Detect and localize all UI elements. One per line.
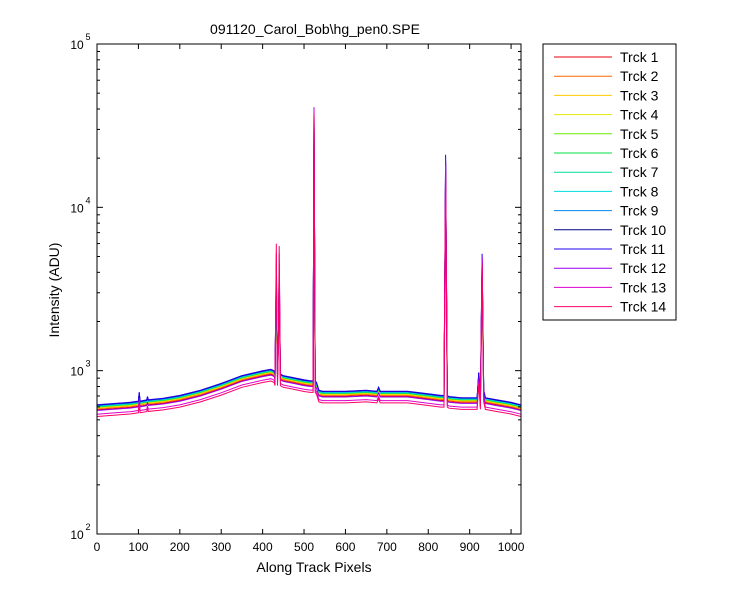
x-axis: 0 100 200 300 400 500 600 700 800 900 1000	[94, 44, 525, 554]
legend-item: Trck 9	[554, 203, 659, 219]
legend-label: Trck 10	[620, 222, 666, 238]
legend-label: Trck 7	[620, 164, 659, 180]
legend-label: Trck 8	[620, 183, 659, 199]
legend-item: Trck 10	[554, 222, 666, 238]
x-tick-label: 100	[128, 540, 148, 554]
x-tick-label: 1000	[498, 540, 525, 554]
chart-title: 091120_Carol_Bob\hg_pen0.SPE	[210, 21, 420, 37]
x-tick-label: 0	[94, 540, 101, 554]
x-tick-label: 300	[211, 540, 231, 554]
legend-item: Trck 5	[554, 126, 659, 142]
x-tick-label: 600	[335, 540, 355, 554]
x-tick-label: 700	[377, 540, 397, 554]
plot-frame	[96, 43, 522, 535]
x-tick-label: 900	[460, 540, 480, 554]
legend-item: Trck 11	[554, 241, 665, 257]
legend-label: Trck 6	[620, 145, 659, 161]
legend-item: Trck 13	[554, 279, 666, 295]
x-tick-label: 500	[294, 540, 314, 554]
legend-item: Trck 14	[554, 299, 666, 315]
y-axis-label: Intensity (ADU)	[46, 243, 62, 338]
x-axis-label: Along Track Pixels	[256, 559, 371, 575]
legend-item: Trck 3	[554, 87, 659, 103]
x-tick-label: 200	[170, 540, 190, 554]
legend-label: Trck 1	[620, 49, 659, 65]
legend-box	[542, 43, 677, 321]
legend-label: Trck 9	[620, 203, 659, 219]
y-tick-label: 10	[70, 201, 84, 215]
series-line-14	[96, 114, 522, 417]
y-tick-exponent: 3	[85, 359, 90, 369]
y-tick-exponent: 5	[85, 32, 90, 42]
legend-label: Trck 4	[620, 107, 659, 123]
legend-item: Trck 7	[554, 164, 659, 180]
legend-label: Trck 13	[620, 279, 666, 295]
legend-label: Trck 11	[620, 241, 665, 257]
y-tick-exponent: 4	[85, 195, 90, 205]
legend-label: Trck 5	[620, 126, 659, 142]
legend-item: Trck 8	[554, 183, 659, 199]
y-tick-exponent: 2	[85, 522, 90, 532]
y-tick-label: 10	[70, 38, 84, 52]
y-tick-label: 10	[70, 365, 84, 379]
legend-item: Trck 12	[554, 260, 666, 276]
y-tick-label: 10	[70, 528, 84, 542]
legend-label: Trck 12	[620, 260, 666, 276]
legend-item: Trck 1	[554, 49, 659, 65]
legend-label: Trck 3	[620, 87, 659, 103]
series-layer	[96, 107, 522, 417]
legend-label: Trck 14	[620, 299, 666, 315]
legend-item: Trck 4	[554, 107, 659, 123]
x-tick-label: 400	[253, 540, 273, 554]
plot-area	[97, 44, 521, 534]
x-tick-label: 800	[418, 540, 438, 554]
legend-item: Trck 6	[554, 145, 659, 161]
legend-label: Trck 2	[620, 68, 659, 84]
legend: Trck 1 Trck 2 Trck 3 Trck 4 Trck 5 Trck 6 Trck…	[542, 43, 677, 321]
legend-item: Trck 2	[554, 68, 659, 84]
